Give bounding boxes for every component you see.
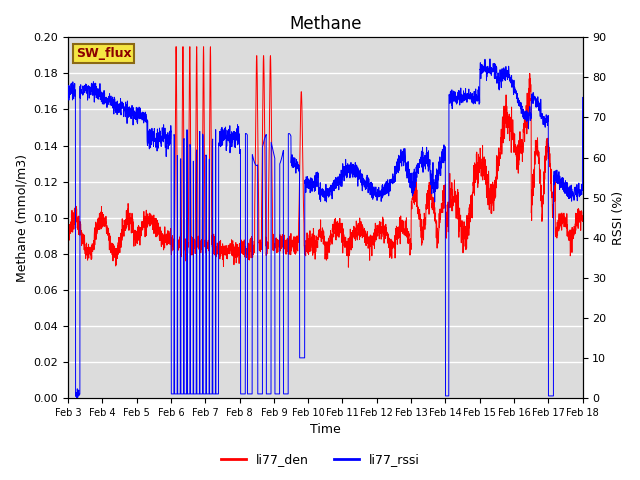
X-axis label: Time: Time bbox=[310, 423, 340, 436]
Y-axis label: RSSI (%): RSSI (%) bbox=[612, 191, 625, 245]
Title: Methane: Methane bbox=[289, 15, 362, 33]
Text: SW_flux: SW_flux bbox=[76, 47, 131, 60]
Legend: li77_den, li77_rssi: li77_den, li77_rssi bbox=[216, 448, 424, 471]
Y-axis label: Methane (mmol/m3): Methane (mmol/m3) bbox=[15, 154, 28, 282]
